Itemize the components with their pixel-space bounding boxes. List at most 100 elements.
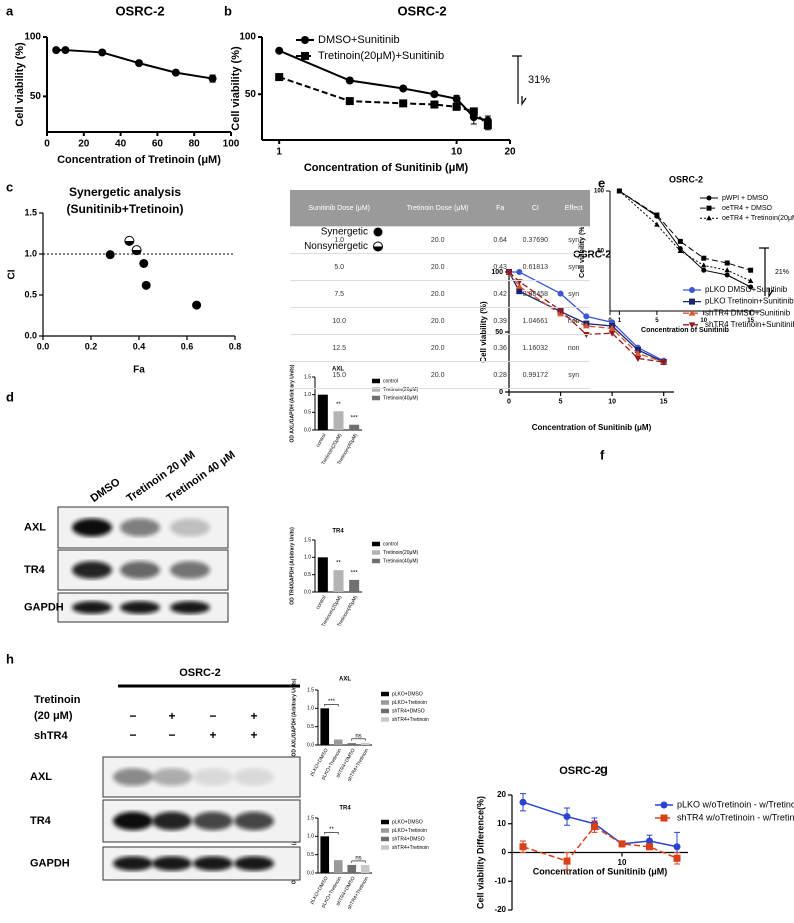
legend-label: oeTR4 + Tretinoin(20μM): [722, 215, 794, 222]
table-cell: 0.37690: [513, 226, 558, 254]
protein-label: TR4: [24, 564, 46, 576]
annotation: 31%: [528, 74, 550, 86]
table-header-cell: Fa: [486, 190, 514, 227]
y-tick-label: 100: [24, 32, 41, 43]
y-axis-label: Cell viability (%): [14, 42, 26, 127]
data-point: [124, 235, 135, 246]
bar: [320, 708, 330, 745]
annotation: 21%: [775, 269, 789, 276]
series-line: [522, 825, 678, 862]
data-point: [673, 854, 681, 862]
data-point: [616, 188, 623, 193]
table-cell: 5.0: [290, 253, 389, 281]
table-cell: 0.99172: [513, 361, 558, 389]
sig-label: ns: [355, 733, 361, 739]
x-tick-label: 0.6: [181, 342, 194, 352]
treatment-label: Tretinoin: [34, 694, 81, 706]
legend-marker: [688, 322, 696, 329]
y-tick-label: 0: [499, 389, 503, 396]
sig-label: **: [336, 402, 341, 408]
data-point: [275, 46, 284, 55]
legend-marker: [706, 195, 712, 201]
chart-subtitle: (Sunitinib+Tretinoin): [67, 202, 184, 216]
x-tick-label: 15: [660, 399, 668, 406]
x-tick-label: 0.0: [37, 342, 50, 352]
bar: [349, 424, 360, 430]
bar: [317, 557, 328, 592]
blot-band: [193, 856, 233, 871]
y-tick-label: 10: [497, 819, 506, 828]
blot-band: [234, 856, 274, 871]
data-point: [748, 284, 754, 290]
table-cell: syn: [557, 226, 590, 254]
data-point: [673, 843, 681, 851]
data-point: [608, 324, 616, 331]
legend-swatch: [372, 395, 380, 401]
y-tick-label: 0.5: [304, 572, 311, 578]
data-point: [452, 102, 461, 111]
legend-marker: [301, 51, 309, 60]
y-tick-label: 1.5: [24, 207, 37, 217]
data-point: [634, 356, 642, 362]
table-row: 5.0 20.0 0.43 0.61813 syn: [290, 253, 590, 281]
legend-label: shTR4 Tretinoin+Sunitinib: [705, 320, 794, 329]
data-point: [677, 238, 683, 244]
data-point: [618, 840, 626, 848]
table-row: 7.5 20.0 0.42 0.88458 syn: [290, 280, 590, 308]
legend-label: Tretinoin(40μM): [383, 558, 419, 564]
y-tick-label: 1.5: [304, 537, 311, 543]
legend-marker: [660, 801, 668, 809]
bar: [333, 739, 343, 745]
panel-label: c: [6, 179, 13, 194]
table-header-cell: Sunitinib Dose (μM): [290, 190, 389, 227]
chart-title: OSRC-2: [573, 250, 611, 261]
y-tick-label: 1.5: [307, 815, 314, 821]
table-cell: 0.36: [486, 334, 514, 362]
blot-band: [120, 518, 160, 537]
x-tick-label: 10: [618, 858, 627, 867]
data-point: [452, 94, 461, 103]
table-cell: 1.16032: [513, 334, 558, 362]
legend-label: pWPI + DMSO: [722, 195, 769, 202]
legend-swatch: [381, 845, 389, 850]
sig-label: ***: [351, 570, 359, 576]
lane-label: DMSO: [89, 476, 123, 505]
y-tick-label: 1.5: [307, 687, 314, 693]
y-axis-label: Cell viability Difference(%): [475, 796, 485, 909]
table-cell: 0.42: [486, 280, 514, 308]
blot-band: [170, 601, 210, 614]
data-point: [519, 798, 527, 806]
data-point: [52, 46, 61, 55]
y-tick-label: -10: [494, 876, 506, 885]
x-axis-label: Concentration of Sunitinib (μM): [533, 866, 668, 876]
table-cell: 0.88458: [513, 280, 558, 308]
data-point: [701, 262, 707, 268]
x-tick-label: 100: [223, 139, 240, 150]
table-cell: 20.0: [388, 280, 487, 308]
data-point: [748, 267, 754, 273]
chart-title: OSRC-2: [115, 3, 164, 18]
legend-swatch: [381, 691, 389, 697]
legend-swatch: [381, 708, 389, 714]
data-point: [654, 221, 660, 227]
legend-swatch: [381, 836, 389, 842]
table-cell: syn: [557, 253, 590, 281]
blot-title: OSRC-2: [179, 667, 221, 679]
blot-band: [113, 811, 153, 831]
legend-label: oeTR4 + DMSO: [722, 205, 773, 212]
data-point: [591, 823, 598, 831]
table-cell: 20.0: [388, 334, 487, 362]
chart-title: OSRC-2: [559, 765, 601, 777]
data-point: [139, 258, 149, 268]
x-axis-label: Concentration of Sunitinib (μM): [532, 423, 652, 432]
x-axis-label: Concentration of Tretinoin (μM): [57, 154, 221, 166]
legend-swatch: [381, 828, 389, 833]
table-cell: 0.64: [486, 226, 514, 254]
data-point: [345, 76, 354, 85]
panel-label: g: [600, 761, 608, 776]
table-cell: 15.0: [290, 361, 389, 389]
data-point: [345, 97, 354, 106]
y-tick-label: 0.0: [24, 330, 37, 340]
blot-band: [72, 601, 112, 614]
